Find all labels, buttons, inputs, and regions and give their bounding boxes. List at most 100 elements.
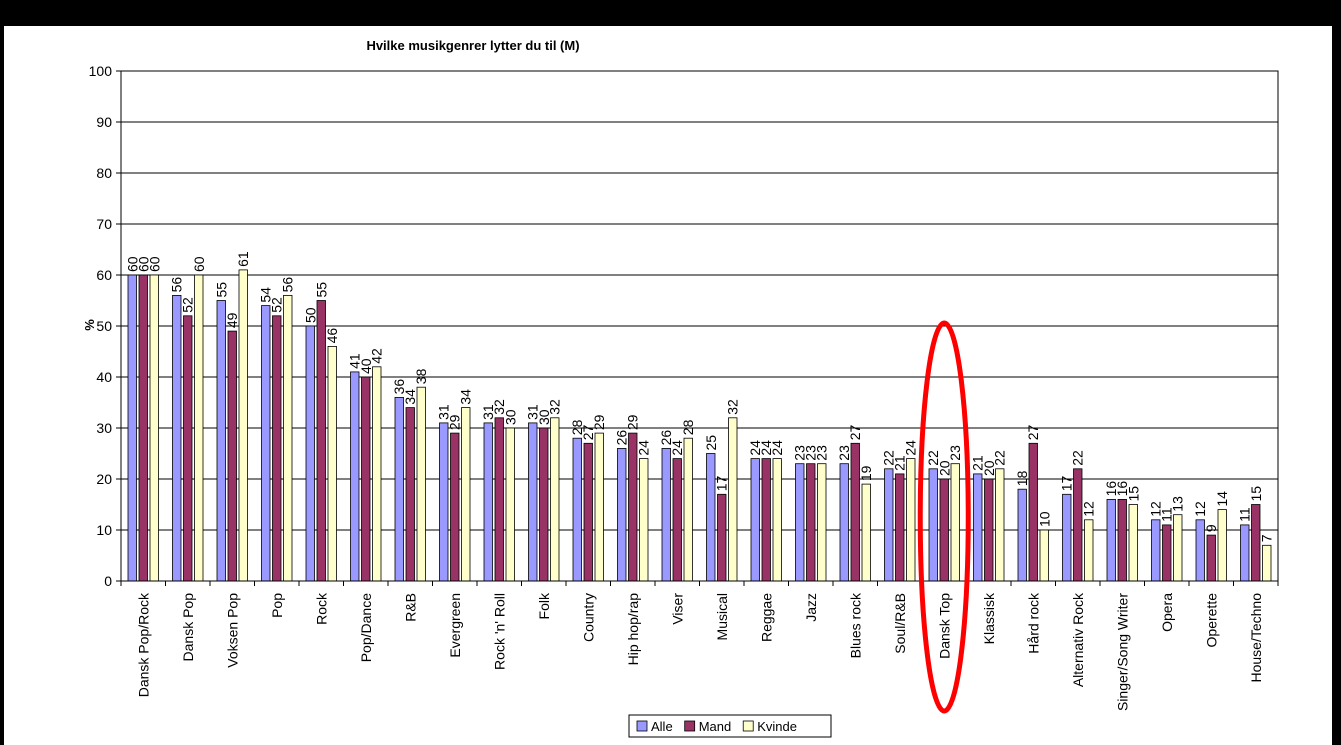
gridlines <box>120 70 1279 582</box>
data-label-musical-alle: 25 <box>703 435 719 451</box>
data-label-reggae-mand: 24 <box>758 440 774 456</box>
bar-rock-n-roll-alle <box>483 422 493 582</box>
data-label-viser-kvinde: 28 <box>680 419 696 435</box>
data-label-jazz-mand: 23 <box>803 445 819 461</box>
bar-musical-kvinde <box>728 417 738 582</box>
legend-swatch-alle <box>636 720 648 732</box>
data-label-singer-song-writer-mand: 16 <box>1114 481 1130 497</box>
bar-house-techno-kvinde <box>1262 544 1272 582</box>
data-label-viser-mand: 24 <box>669 440 685 456</box>
x-tick-label-alternativ-rock: Alternativ Rock <box>1070 592 1086 687</box>
bar-pop-dance-alle <box>350 371 360 582</box>
y-tick-label-40: 40 <box>96 369 112 385</box>
data-label-h-rd-rock-alle: 18 <box>1014 470 1030 486</box>
data-label-opera-mand: 11 <box>1159 507 1175 522</box>
bar-dansk-top-kvinde <box>950 463 960 582</box>
bar-rock-n-roll-kvinde <box>505 427 515 582</box>
data-label-dansk-pop-mand: 52 <box>180 297 196 313</box>
x-tick-label-reggae: Reggae <box>758 593 774 642</box>
x-tick-label-jazz: Jazz <box>803 593 819 622</box>
data-label-pop-mand: 52 <box>269 297 285 313</box>
x-tick-label-dansk-top: Dansk Top <box>936 593 952 659</box>
bar-singer-song-writer-mand <box>1117 498 1127 582</box>
bar-blues-rock-kvinde <box>861 483 871 582</box>
bar-viser-alle <box>661 447 671 582</box>
data-label-rock-mand: 55 <box>313 282 329 298</box>
legend-swatch-mand <box>684 720 696 732</box>
x-tick-label-rock: Rock <box>313 592 329 625</box>
data-label-alternativ-rock-kvinde: 12 <box>1081 501 1097 517</box>
x-tick-label-evergreen: Evergreen <box>447 593 463 658</box>
y-tick-label-60: 60 <box>96 267 112 283</box>
bar-alternativ-rock-kvinde <box>1084 519 1094 582</box>
x-tick-label-r-b: R&B <box>402 593 418 622</box>
data-label-country-kvinde: 29 <box>591 414 607 430</box>
data-label-soul-r-b-alle: 22 <box>881 450 897 466</box>
data-label-house-techno-kvinde: 7 <box>1259 534 1275 542</box>
bar-dansk-pop-rock-mand <box>138 274 148 582</box>
data-label-voksen-pop-kvinde: 61 <box>235 251 251 267</box>
bar-rock-alle <box>305 325 315 582</box>
bar-jazz-kvinde <box>817 463 827 582</box>
bar-jazz-alle <box>795 463 805 582</box>
data-label-musical-mand: 17 <box>714 476 730 492</box>
x-tick-label-dansk-pop-rock: Dansk Pop/Rock <box>135 592 151 697</box>
x-tick-label-klassisk: Klassisk <box>981 592 997 644</box>
data-label-klassisk-alle: 21 <box>970 455 986 471</box>
bar-evergreen-alle <box>439 422 449 582</box>
data-label-blues-rock-alle: 23 <box>836 445 852 461</box>
data-label-blues-rock-kvinde: 19 <box>858 465 874 481</box>
data-label-folk-alle: 31 <box>525 404 541 420</box>
data-label-alternativ-rock-mand: 22 <box>1070 450 1086 466</box>
bar-musical-mand <box>717 493 727 582</box>
x-tick-label-voksen-pop: Voksen Pop <box>224 593 240 668</box>
data-label-evergreen-alle: 31 <box>436 404 452 420</box>
bar-country-alle <box>572 437 582 582</box>
x-tick-label-h-rd-rock: Hård rock <box>1025 592 1041 654</box>
data-label-pop-kvinde: 56 <box>280 277 296 293</box>
bar-pop-dance-kvinde <box>372 366 382 582</box>
x-tick-label-house-techno: House/Techno <box>1248 593 1264 683</box>
x-tick-label-dansk-pop: Dansk Pop <box>180 593 196 662</box>
data-label-voksen-pop-mand: 49 <box>224 312 240 328</box>
data-label-operette-alle: 12 <box>1192 501 1208 517</box>
highlight-ellipse <box>917 320 971 714</box>
data-label-dansk-pop-rock-kvinde: 60 <box>146 256 162 272</box>
data-label-musical-kvinde: 32 <box>725 399 741 415</box>
legend-box <box>628 714 832 738</box>
data-label-klassisk-kvinde: 22 <box>992 450 1008 466</box>
legend-swatch-kvinde <box>742 720 754 732</box>
legend-label-alle: Alle <box>651 719 673 734</box>
bar-r-b-alle <box>394 396 404 582</box>
bar-h-rd-rock-alle <box>1017 488 1027 582</box>
data-label-operette-kvinde: 14 <box>1214 491 1230 507</box>
highlight-ellipse-dansk-top <box>917 320 971 714</box>
bar-jazz-mand <box>806 463 816 582</box>
bar-pop-dance-mand <box>361 376 371 582</box>
bar-soul-r-b-kvinde <box>906 458 916 582</box>
data-label-r-b-kvinde: 38 <box>413 368 429 384</box>
bar-voksen-pop-kvinde <box>238 269 248 582</box>
bar-blues-rock-mand <box>850 442 860 582</box>
x-tick-label-viser: Viser <box>669 593 685 625</box>
data-label-r-b-mand: 34 <box>402 389 418 405</box>
bar-pop-alle <box>261 305 271 582</box>
data-label-house-techno-mand: 15 <box>1248 486 1264 502</box>
bar-folk-kvinde <box>550 417 560 582</box>
data-label-reggae-alle: 24 <box>747 440 763 456</box>
x-tick-label-opera: Opera <box>1159 593 1175 632</box>
bar-pop-mand <box>272 315 282 582</box>
data-label-pop-dance-mand: 40 <box>358 358 374 374</box>
data-label-dansk-top-kvinde: 23 <box>947 445 963 461</box>
bar-dansk-pop-kvinde <box>194 274 204 582</box>
y-tick-label-100: 100 <box>89 63 113 79</box>
bar-musical-alle <box>706 453 716 582</box>
bar-singer-song-writer-alle <box>1106 498 1116 582</box>
data-label-klassisk-mand: 20 <box>981 460 997 476</box>
data-label-singer-song-writer-alle: 16 <box>1103 481 1119 497</box>
x-tick-label-rock-n-roll: Rock 'n' Roll <box>491 593 507 670</box>
data-label-r-b-alle: 36 <box>391 379 407 395</box>
data-label-operette-mand: 9 <box>1203 524 1219 532</box>
bar-klassisk-mand <box>984 478 994 582</box>
y-tick-label-10: 10 <box>96 522 112 538</box>
